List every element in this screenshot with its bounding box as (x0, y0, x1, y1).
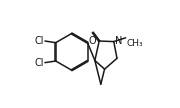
Text: N: N (115, 36, 123, 46)
Text: Cl: Cl (35, 58, 44, 68)
Text: O: O (88, 36, 96, 46)
Text: CH₃: CH₃ (126, 39, 143, 48)
Text: Cl: Cl (35, 36, 44, 46)
